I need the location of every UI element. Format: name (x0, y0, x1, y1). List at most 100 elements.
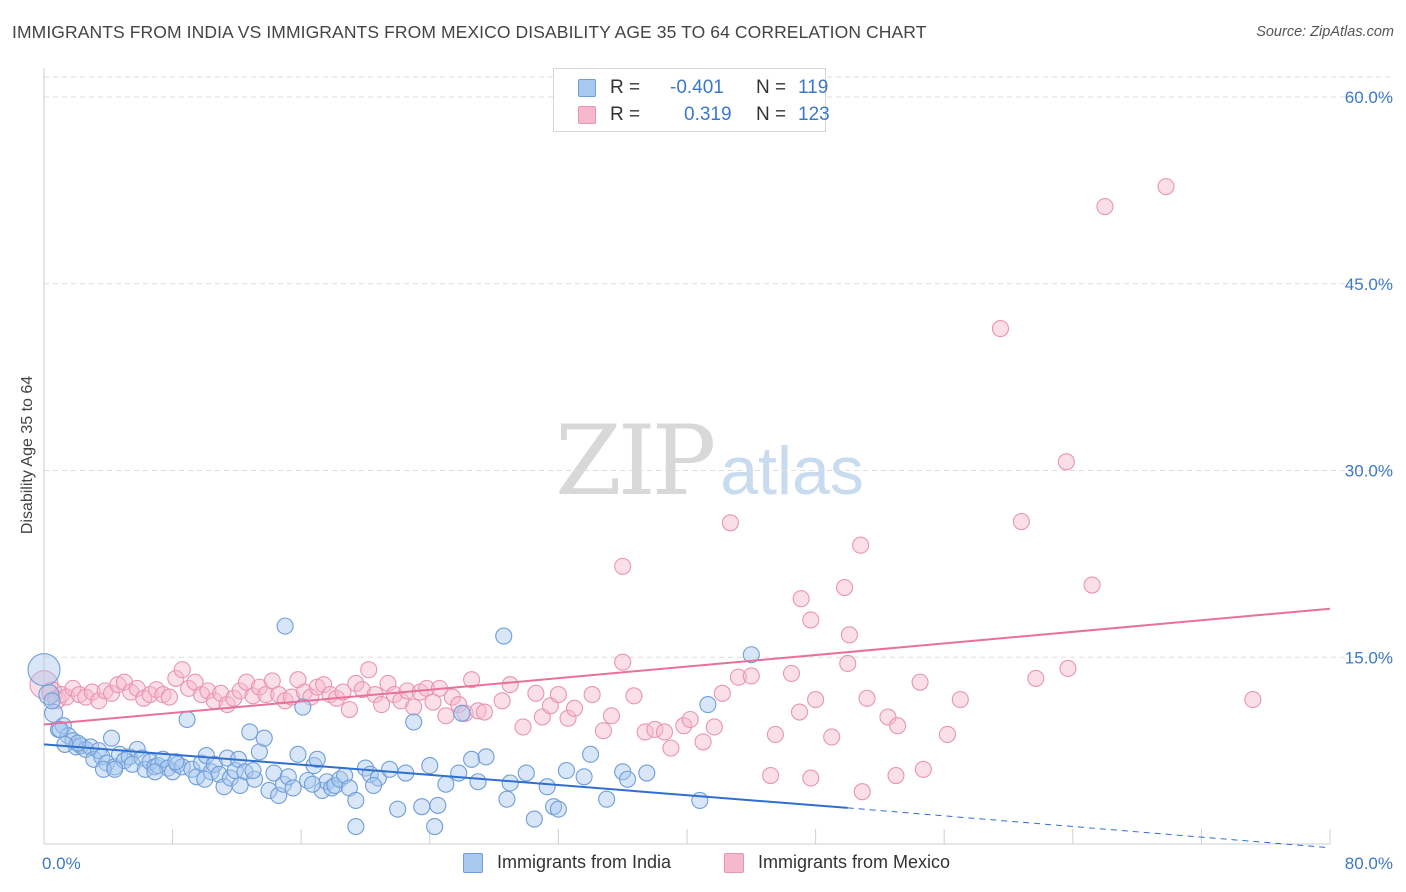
india-point (498, 790, 516, 808)
india-point (284, 779, 302, 797)
india-point (313, 781, 331, 800)
india-point (231, 776, 249, 795)
watermark-zip: ZIP (555, 405, 716, 517)
india-point (618, 770, 637, 788)
mexico-point (879, 708, 897, 726)
india-point (405, 713, 423, 731)
mexico-point (705, 718, 723, 736)
india-point (347, 818, 365, 836)
mexico-point (742, 667, 760, 685)
mexico-point (1057, 453, 1075, 471)
mexico-point (853, 783, 871, 801)
mexico-point (373, 696, 391, 714)
mexico-point (237, 673, 256, 691)
mexico-point (840, 626, 858, 644)
india-point (450, 764, 468, 782)
india-trend-line (43, 743, 848, 809)
mexico-trend-line (43, 607, 1331, 726)
mexico-point (852, 536, 870, 554)
india-point (308, 750, 326, 768)
india-point (545, 798, 563, 816)
mexico-point (636, 723, 654, 741)
mexico-point (807, 691, 825, 709)
y-tick-label: 60.0% (1345, 88, 1393, 107)
x-tick-label: 80.0% (1345, 854, 1393, 873)
india-point (538, 778, 556, 796)
mexico-point (938, 725, 956, 743)
mexico-point (887, 766, 905, 785)
india-point (43, 692, 61, 710)
india-point (575, 768, 593, 786)
india-point (255, 729, 273, 747)
india-point (56, 735, 74, 753)
india-point (289, 745, 307, 763)
india-point (525, 810, 543, 828)
india-point (260, 781, 278, 800)
mexico-point (360, 661, 378, 679)
mexico-point (424, 693, 442, 711)
mexico-point (911, 673, 929, 691)
india-point (364, 776, 383, 795)
mexico-point (263, 672, 281, 690)
mexico-point (614, 653, 632, 671)
bottom-legend-swatch-mexico (724, 853, 744, 873)
mexico-point (463, 671, 481, 689)
india-point (27, 653, 61, 687)
mexico-point (199, 682, 217, 700)
india-point (244, 761, 262, 780)
bottom-legend-label-mexico: Immigrants from Mexico (758, 852, 951, 872)
mexico-point (437, 707, 455, 725)
india-point (413, 798, 431, 816)
india-point (102, 729, 121, 747)
india-point (294, 698, 312, 716)
india-point (141, 753, 159, 771)
india-point (598, 790, 616, 808)
mexico-point (835, 578, 854, 597)
mexico-point (527, 684, 545, 702)
india-trend-extension (847, 807, 1331, 849)
india-point (421, 757, 439, 775)
india-point (581, 745, 600, 763)
mexico-point (792, 590, 810, 608)
india-point (501, 774, 519, 792)
mexico-point (1027, 669, 1045, 687)
india-point (303, 775, 322, 793)
mexico-point (565, 699, 584, 717)
mexico-point (681, 710, 699, 729)
bottom-legend-swatch-india (463, 853, 483, 873)
mexico-point (614, 557, 632, 575)
mexico-point (64, 679, 82, 697)
mexico-point (1059, 659, 1077, 678)
india-point (241, 723, 259, 741)
mexico-point (347, 674, 365, 692)
mexico-point (334, 683, 352, 701)
x-tick-label: 0.0% (42, 854, 81, 873)
mexico-point (160, 688, 178, 706)
mexico-point (802, 769, 820, 787)
mexico-point (655, 723, 674, 741)
mexico-point (1244, 691, 1262, 709)
india-point (699, 696, 717, 714)
mexico-point (625, 687, 643, 705)
mexico-point (839, 654, 857, 673)
india-point (742, 646, 760, 664)
india-point (246, 770, 264, 788)
india-point (196, 770, 214, 788)
mexico-point (83, 683, 101, 701)
mexico-point (90, 692, 108, 710)
mexico-point (721, 514, 739, 532)
india-point (133, 749, 151, 767)
india-point (549, 800, 567, 818)
india-point (106, 760, 124, 778)
mexico-point (782, 664, 801, 682)
india-point (469, 773, 487, 791)
mexico-point (766, 725, 784, 743)
mexico-point (340, 700, 358, 719)
legend-swatch-mexico (578, 106, 596, 124)
y-tick-label: 15.0% (1345, 648, 1393, 667)
mexico-point (475, 703, 494, 721)
india-point (477, 748, 495, 766)
mexico-point (951, 691, 969, 709)
series-india (27, 617, 760, 836)
